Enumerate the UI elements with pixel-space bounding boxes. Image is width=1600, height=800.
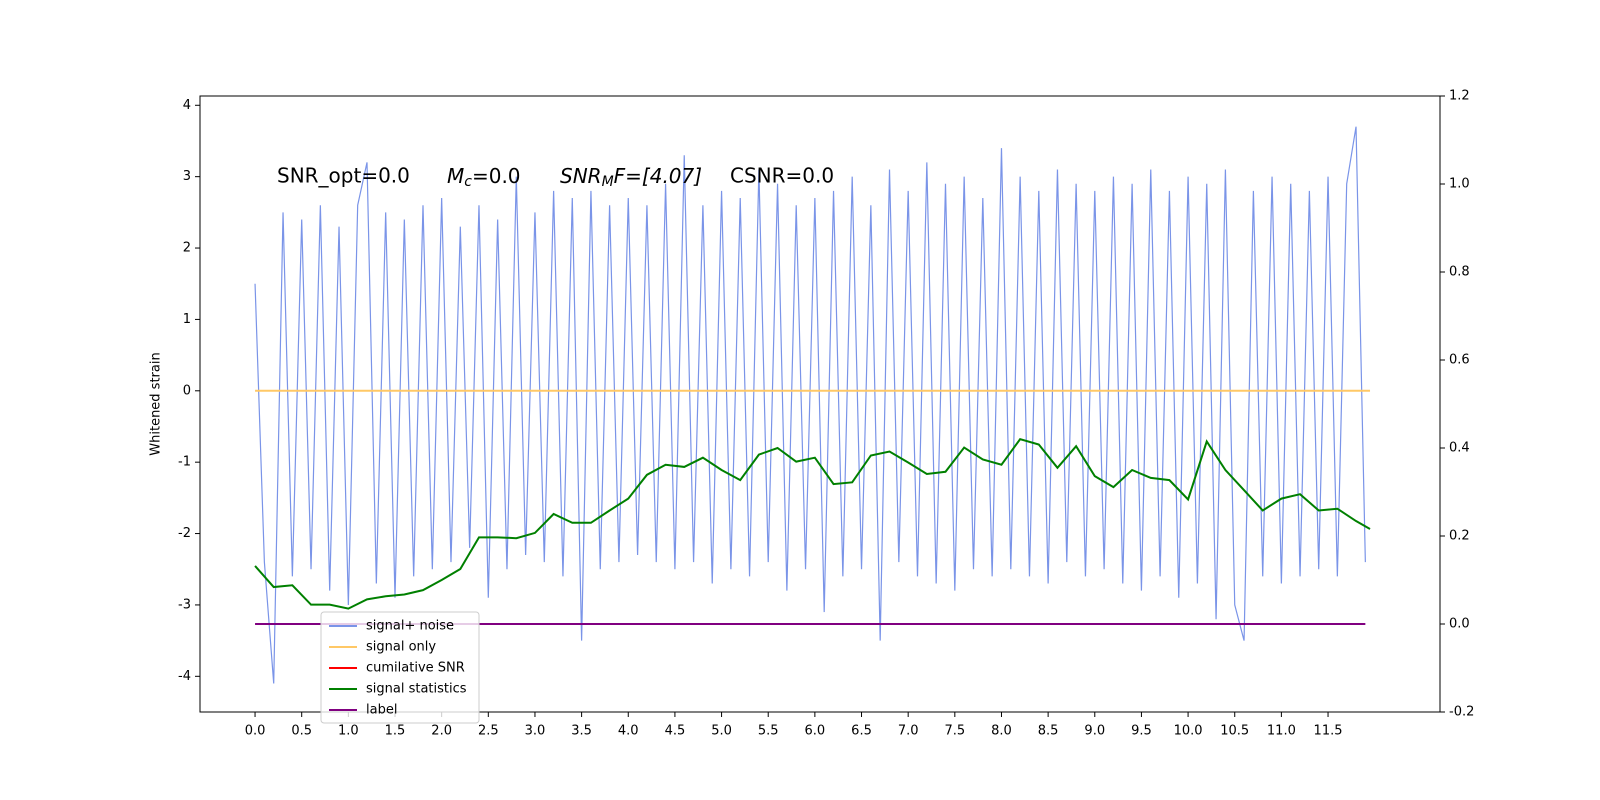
legend-label: signal statistics — [366, 682, 467, 697]
x-tick-label: 2.5 — [478, 724, 499, 739]
y-tick-label: -2 — [178, 526, 191, 541]
annotation: SNR_opt=0.0 — [277, 164, 410, 188]
x-tick-label: 2.0 — [431, 724, 452, 739]
y2-tick-label: 0.8 — [1449, 265, 1470, 280]
y-tick-label: 2 — [183, 241, 191, 256]
x-tick-label: 8.0 — [991, 724, 1012, 739]
y2-tick-label: 0.2 — [1449, 529, 1470, 544]
y2-tick-label: 0.4 — [1449, 441, 1470, 456]
y2-tick-label: 0.0 — [1449, 617, 1470, 632]
x-tick-label: 8.5 — [1038, 724, 1059, 739]
x-tick-label: 9.5 — [1131, 724, 1152, 739]
y-tick-label: 4 — [183, 98, 191, 113]
y-tick-label: -4 — [178, 669, 191, 684]
annotation-sub: c — [464, 174, 472, 190]
y-tick-label: 1 — [183, 312, 191, 327]
x-tick-label: 4.0 — [618, 724, 639, 739]
annotation-base: SNR — [560, 164, 602, 188]
series-line — [254, 126, 1366, 684]
x-tick-label: 7.0 — [898, 724, 919, 739]
x-tick-label: 10.0 — [1174, 724, 1203, 739]
x-tick-label: 6.0 — [805, 724, 826, 739]
axes-frame — [199, 95, 1441, 713]
legend-label: cumilative SNR — [366, 661, 465, 676]
annotation: SNRMF=[4.07] — [560, 164, 702, 191]
x-tick-label: 0.5 — [291, 724, 312, 739]
y-tick-label: -1 — [178, 455, 191, 470]
y-tick-label: 0 — [183, 383, 191, 398]
x-tick-label: 11.5 — [1314, 724, 1343, 739]
x-tick-label: 1.0 — [338, 724, 359, 739]
x-tick-label: 3.0 — [525, 724, 546, 739]
x-tick-label: 7.5 — [944, 724, 965, 739]
x-tick-label: 11.0 — [1267, 724, 1296, 739]
legend-box — [320, 611, 480, 724]
x-tick-label: 10.5 — [1220, 724, 1249, 739]
annotation-rest: F=[4.07] — [614, 164, 702, 188]
x-tick-label: 6.5 — [851, 724, 872, 739]
annotation-base: M — [447, 164, 464, 188]
annotation: CSNR=0.0 — [730, 164, 834, 188]
x-tick-label: 5.5 — [758, 724, 779, 739]
x-tick-label: 9.0 — [1084, 724, 1105, 739]
y-tick-label: -3 — [178, 597, 191, 612]
legend-label: signal only — [366, 640, 436, 655]
y2-tick-label: 1.0 — [1449, 177, 1470, 192]
y2-tick-label: 1.2 — [1449, 89, 1470, 104]
x-tick-label: 1.5 — [385, 724, 406, 739]
x-tick-label: 4.5 — [665, 724, 686, 739]
series-line — [254, 438, 1371, 610]
x-tick-label: 0.0 — [245, 724, 266, 739]
legend-label: signal+ noise — [366, 619, 454, 634]
annotation: Mc=0.0 — [447, 164, 521, 191]
y-tick-label: 3 — [183, 169, 191, 184]
annotation-rest: =0.0 — [472, 164, 521, 188]
y2-tick-label: -0.2 — [1449, 705, 1474, 720]
x-tick-label: 3.5 — [571, 724, 592, 739]
y-axis-label: Whitened strain — [149, 352, 164, 455]
y2-tick-label: 0.6 — [1449, 353, 1470, 368]
annotation-sub: M — [602, 174, 614, 190]
legend-label: label — [366, 703, 397, 718]
x-tick-label: 5.0 — [711, 724, 732, 739]
